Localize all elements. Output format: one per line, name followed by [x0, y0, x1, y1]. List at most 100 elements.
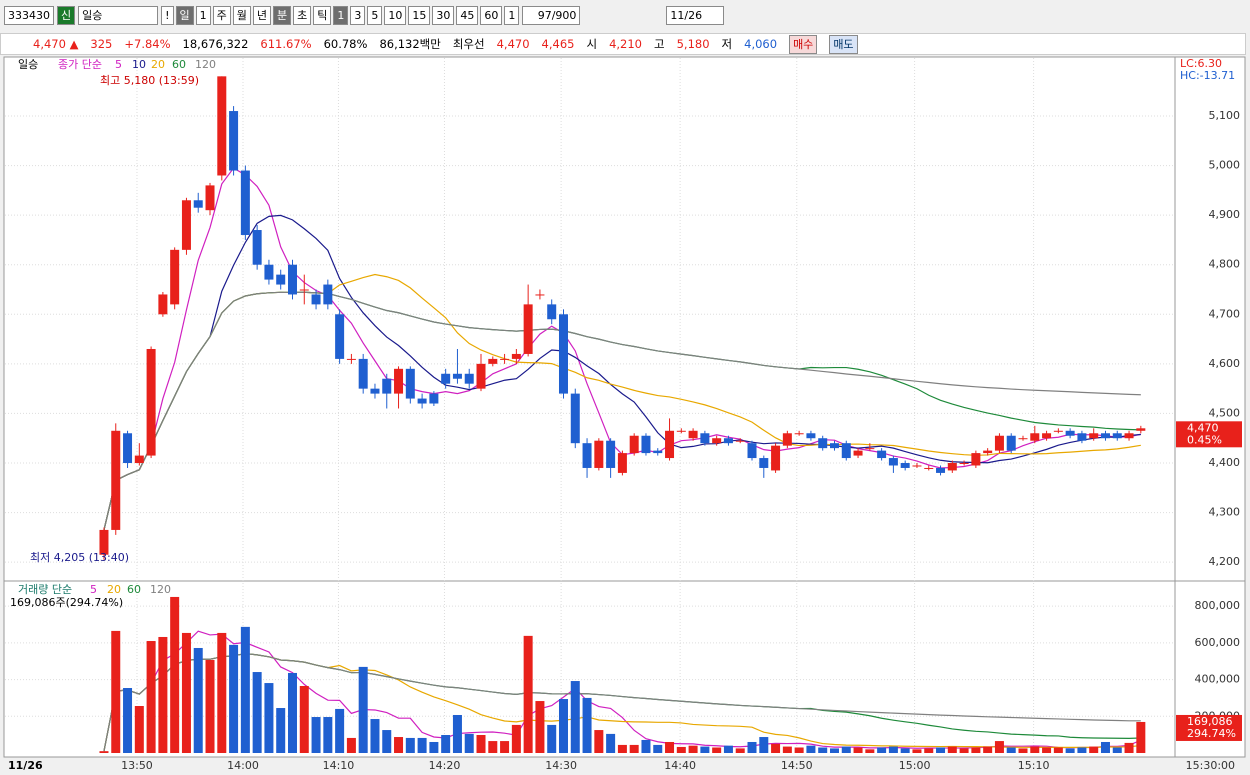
volume-bar [335, 708, 345, 753]
x-tick-label: 13:50 [121, 759, 153, 772]
candle-body [535, 294, 545, 296]
period-button[interactable]: 1 [504, 5, 520, 25]
x-tick-label: 14:20 [429, 759, 461, 772]
candle-body [936, 467, 946, 473]
volume-bar [405, 737, 415, 753]
buy-button[interactable]: 매수 [789, 34, 818, 54]
badge: 신 [57, 5, 76, 25]
toolbar: 333430 신 일승 ! 일 1 주 월 년 분 초 틱 1 3 5 10 15 30 45 60 1 97/9… [0, 4, 725, 26]
candle-body [452, 373, 462, 379]
period-button[interactable]: 초 [293, 5, 312, 25]
period-button[interactable]: 일 [175, 5, 194, 25]
volume-bar [688, 745, 698, 753]
ma-period: 20 [151, 58, 165, 71]
volume-bar [1136, 721, 1146, 753]
volume-bar [841, 746, 851, 753]
volume-bar [1053, 747, 1063, 753]
candle-body [959, 463, 969, 465]
volume-bar [936, 747, 946, 753]
period-button[interactable]: 60 [480, 5, 503, 25]
lc: LC:6.30 [1180, 57, 1222, 70]
volume-bar [1006, 747, 1016, 753]
candle-body [264, 264, 274, 280]
volume-bar [865, 749, 875, 753]
candle-body [99, 529, 109, 555]
volume-bar [170, 596, 180, 753]
volume-bar [323, 717, 333, 753]
volume-bar [629, 744, 639, 753]
stock-name[interactable]: 일승 [78, 5, 159, 25]
candle-body [1077, 433, 1087, 441]
y-tick-label: 4,300 [1209, 506, 1241, 519]
period-button[interactable]: ! [161, 5, 174, 25]
date[interactable]: 11/26 [666, 5, 725, 25]
price: 4,470 ▲ [33, 37, 79, 51]
x-tick-label: 14:40 [664, 759, 696, 772]
candle-body [712, 438, 722, 444]
panel-title: 일승 [18, 57, 38, 71]
period-button[interactable]: 30 [432, 5, 455, 25]
volume-bar [1124, 742, 1134, 753]
candle-body [1124, 433, 1134, 439]
candle-body [464, 373, 474, 384]
candle-body [523, 304, 533, 354]
price-tag [1176, 421, 1242, 448]
candle-body [983, 450, 993, 454]
period-button[interactable]: 1 [195, 5, 211, 25]
count[interactable]: 97/900 [522, 5, 581, 25]
period-button[interactable]: 5 [367, 5, 383, 25]
period-button[interactable]: 3 [350, 5, 366, 25]
ma-period: 120 [195, 58, 216, 71]
volume-bar [829, 748, 839, 753]
volume-bar [924, 748, 934, 753]
volume-tick-label: 600,000 [1195, 636, 1241, 649]
y-tick-label: 4,500 [1209, 406, 1241, 419]
candle-body [994, 435, 1004, 451]
change: 325 [90, 37, 113, 51]
candle-body [641, 435, 651, 454]
period-button[interactable]: 틱 [313, 5, 332, 25]
candle-body [794, 433, 804, 435]
volume-bar [558, 699, 568, 753]
volume-bar [700, 746, 710, 753]
period-button[interactable]: 1 [333, 5, 349, 25]
volume-bar [464, 733, 474, 753]
period-button[interactable]: 주 [212, 5, 231, 25]
period-button[interactable]: 15 [408, 5, 431, 25]
period-button[interactable]: 45 [456, 5, 479, 25]
period-button[interactable]: 분 [273, 5, 292, 25]
volume-bar [676, 746, 686, 753]
ask: 4,470 [496, 37, 530, 51]
period-button[interactable]: 년 [252, 5, 272, 25]
high: 5,180 [676, 37, 710, 51]
period-button[interactable]: 월 [232, 5, 251, 25]
sell-button[interactable]: 매도 [829, 34, 858, 54]
y-tick-label: 4,800 [1209, 258, 1241, 271]
candle-body [500, 358, 510, 360]
amount: 86,132백만 [379, 37, 441, 51]
candle-body [594, 440, 604, 468]
candle-body [240, 170, 250, 235]
volume-bar [370, 719, 380, 753]
period-button[interactable]: 10 [384, 5, 407, 25]
candle-body [1053, 430, 1063, 432]
candle-body [582, 443, 592, 468]
volume-bar [582, 697, 592, 753]
volume-bar [476, 735, 486, 753]
volume-bar [264, 683, 274, 753]
volume-bar [1077, 747, 1087, 753]
candle-body [1100, 433, 1110, 439]
candle-body [688, 430, 698, 439]
candle-body [1112, 433, 1122, 439]
code[interactable]: 333430 [4, 5, 54, 25]
x-tick-label: 14:10 [323, 759, 355, 772]
y-tick-label: 5,100 [1209, 109, 1241, 122]
candle-body [900, 463, 910, 468]
volume-bar [888, 746, 898, 753]
turnover: 60.78% [323, 37, 368, 51]
volume-bar [735, 748, 745, 753]
volume-bar [252, 672, 262, 753]
candle-body [417, 398, 427, 404]
volume-bar [229, 644, 239, 753]
volume: 18,676,322 [182, 37, 249, 51]
